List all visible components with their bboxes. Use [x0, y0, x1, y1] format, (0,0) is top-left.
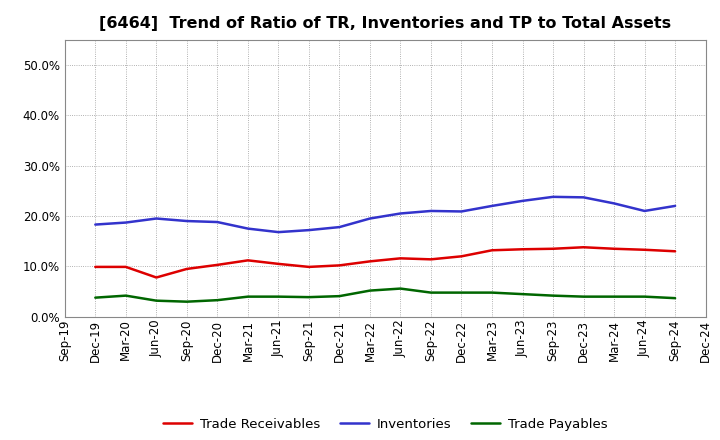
Trade Receivables	[396, 256, 405, 261]
Trade Payables	[396, 286, 405, 291]
Inventories	[579, 195, 588, 200]
Inventories	[457, 209, 466, 214]
Title: [6464]  Trend of Ratio of TR, Inventories and TP to Total Assets: [6464] Trend of Ratio of TR, Inventories…	[99, 16, 671, 32]
Trade Receivables	[213, 262, 222, 268]
Inventories	[487, 203, 496, 209]
Trade Receivables	[640, 247, 649, 253]
Trade Receivables	[335, 263, 343, 268]
Inventories	[518, 198, 527, 204]
Trade Payables	[91, 295, 99, 300]
Trade Payables	[579, 294, 588, 299]
Trade Payables	[610, 294, 618, 299]
Trade Receivables	[152, 275, 161, 280]
Trade Payables	[274, 294, 283, 299]
Inventories	[152, 216, 161, 221]
Trade Receivables	[549, 246, 557, 251]
Line: Inventories: Inventories	[95, 197, 675, 232]
Trade Receivables	[274, 261, 283, 267]
Trade Receivables	[518, 247, 527, 252]
Trade Receivables	[305, 264, 313, 270]
Trade Payables	[152, 298, 161, 303]
Trade Payables	[122, 293, 130, 298]
Trade Receivables	[243, 258, 252, 263]
Trade Payables	[335, 293, 343, 299]
Trade Payables	[366, 288, 374, 293]
Trade Receivables	[579, 245, 588, 250]
Inventories	[243, 226, 252, 231]
Line: Trade Payables: Trade Payables	[95, 289, 675, 302]
Trade Receivables	[366, 259, 374, 264]
Trade Payables	[213, 297, 222, 303]
Trade Payables	[305, 294, 313, 300]
Trade Receivables	[487, 248, 496, 253]
Trade Payables	[640, 294, 649, 299]
Inventories	[122, 220, 130, 225]
Inventories	[366, 216, 374, 221]
Line: Trade Receivables: Trade Receivables	[95, 247, 675, 278]
Inventories	[274, 230, 283, 235]
Inventories	[183, 218, 192, 224]
Inventories	[335, 224, 343, 230]
Trade Receivables	[457, 254, 466, 259]
Trade Receivables	[427, 257, 436, 262]
Inventories	[640, 208, 649, 213]
Trade Payables	[518, 291, 527, 297]
Trade Payables	[671, 296, 680, 301]
Trade Receivables	[671, 249, 680, 254]
Inventories	[427, 208, 436, 213]
Inventories	[91, 222, 99, 227]
Inventories	[213, 220, 222, 225]
Inventories	[549, 194, 557, 199]
Inventories	[396, 211, 405, 216]
Trade Receivables	[91, 264, 99, 270]
Trade Payables	[487, 290, 496, 295]
Inventories	[671, 203, 680, 209]
Trade Payables	[457, 290, 466, 295]
Trade Payables	[427, 290, 436, 295]
Inventories	[610, 201, 618, 206]
Trade Receivables	[122, 264, 130, 270]
Inventories	[305, 227, 313, 233]
Trade Payables	[183, 299, 192, 304]
Trade Receivables	[610, 246, 618, 251]
Legend: Trade Receivables, Inventories, Trade Payables: Trade Receivables, Inventories, Trade Pa…	[158, 412, 613, 436]
Trade Payables	[549, 293, 557, 298]
Trade Payables	[243, 294, 252, 299]
Trade Receivables	[183, 266, 192, 271]
